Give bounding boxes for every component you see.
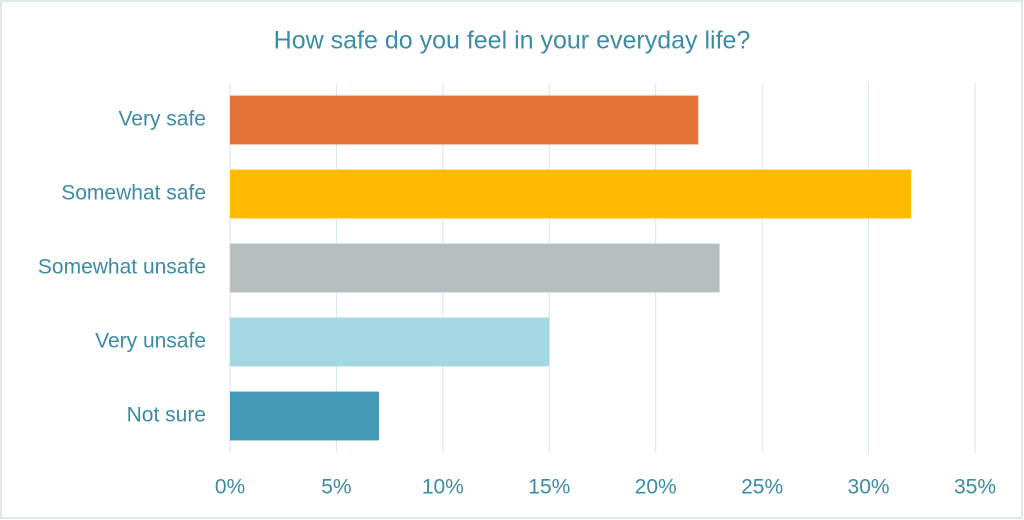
bar <box>230 243 720 293</box>
x-tick-label: 10% <box>422 476 464 499</box>
x-tick-label: 30% <box>848 476 890 499</box>
x-tick-label: 20% <box>635 476 677 499</box>
bar <box>230 391 379 441</box>
bar <box>230 95 699 145</box>
x-tick-label: 35% <box>954 476 996 499</box>
x-tick-label: 25% <box>741 476 783 499</box>
y-tick-label: Very unsafe <box>95 330 206 353</box>
y-tick-label: Not sure <box>127 404 206 427</box>
x-tick-label: 15% <box>528 476 570 499</box>
y-tick-label: Very safe <box>118 108 206 131</box>
bar <box>230 317 550 367</box>
x-tick-label: 5% <box>321 476 351 499</box>
y-tick-label: Somewhat unsafe <box>38 256 206 279</box>
chart-title: How safe do you feel in your everyday li… <box>274 27 751 55</box>
x-tick-label: 0% <box>215 476 245 499</box>
y-tick-label: Somewhat safe <box>61 182 206 205</box>
bar <box>230 169 912 219</box>
